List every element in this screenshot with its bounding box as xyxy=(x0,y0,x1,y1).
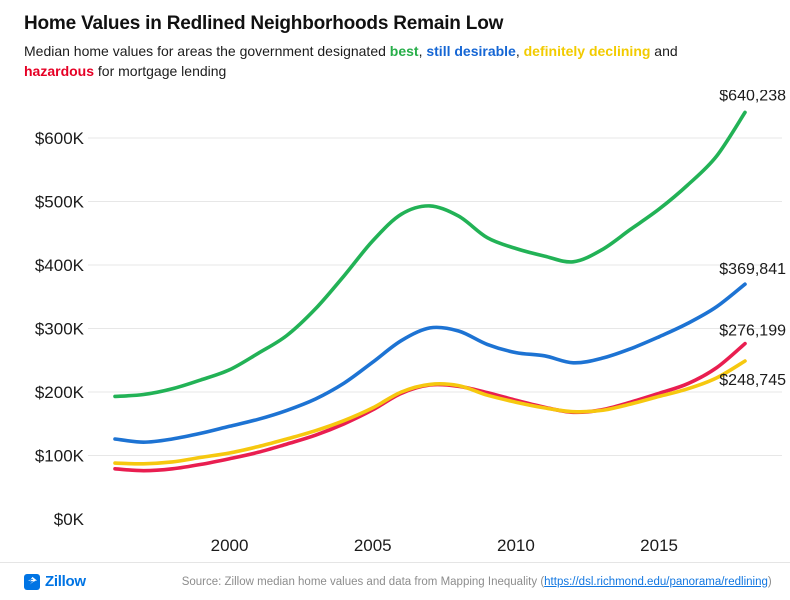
line-hazardous xyxy=(113,341,747,473)
legend-label-definitely-declining: definitely declining xyxy=(523,43,651,59)
footer: Zillow Source: Zillow median home values… xyxy=(0,563,790,600)
footer-divider xyxy=(0,562,790,563)
y-axis-tick-label: $300K xyxy=(35,320,85,339)
end-label-best: $640,238 xyxy=(719,90,786,104)
y-axis-tick-label: $100K xyxy=(35,447,85,466)
subtitle-prefix: Median home values for areas the governm… xyxy=(24,43,390,59)
chart-subtitle: Median home values for areas the governm… xyxy=(24,41,766,82)
end-label-definitely-declining: $248,745 xyxy=(719,372,786,389)
zillow-logo-text: Zillow xyxy=(45,573,86,590)
end-label-hazardous: $276,199 xyxy=(719,323,786,340)
line-best xyxy=(113,110,747,399)
chart-header: Home Values in Redlined Neighborhoods Re… xyxy=(0,0,790,82)
source-line: Source: Zillow median home values and da… xyxy=(182,576,772,588)
legend-label-still-desirable: still desirable xyxy=(426,43,516,59)
line-chart: $0K $100K $200K $300K $400K $500K $600K 2000 200… xyxy=(0,90,790,560)
chart-canvas: $0K $100K $200K $300K $400K $500K $600K 2000 200… xyxy=(35,90,786,555)
subtitle-suffix: for mortgage lending xyxy=(94,63,227,80)
source-text: Source: Zillow median home values and da… xyxy=(181,575,545,588)
y-axis-tick-label: $200K xyxy=(35,383,85,402)
x-axis-tick-label: 2000 xyxy=(211,536,249,555)
line-still-desirable xyxy=(113,282,747,444)
y-axis-tick-label: $500K xyxy=(35,193,85,212)
end-label-still-desirable: $369,841 xyxy=(719,261,786,278)
legend-label-best: best xyxy=(389,43,419,59)
y-axis-tick-label: $0K xyxy=(54,510,85,529)
zillow-house-icon xyxy=(24,573,40,590)
subtitle-sep: , xyxy=(515,43,524,59)
source-suffix: ) xyxy=(767,575,772,588)
x-axis-tick-label: 2015 xyxy=(640,536,678,555)
legend-label-hazardous: hazardous xyxy=(24,63,95,80)
line-definitely-declining xyxy=(113,359,747,466)
subtitle-sep: and xyxy=(650,43,678,59)
x-axis-tick-label: 2005 xyxy=(354,536,392,555)
y-axis-tick-label: $600K xyxy=(35,129,85,148)
x-axis-tick-label: 2010 xyxy=(497,536,535,555)
page-title: Home Values in Redlined Neighborhoods Re… xyxy=(24,13,504,34)
y-axis-tick-label: $400K xyxy=(35,256,85,275)
zillow-logo[interactable]: Zillow xyxy=(24,573,86,590)
subtitle-sep: , xyxy=(418,43,427,59)
source-link[interactable]: https://dsl.richmond.edu/panorama/redlin… xyxy=(544,575,768,588)
